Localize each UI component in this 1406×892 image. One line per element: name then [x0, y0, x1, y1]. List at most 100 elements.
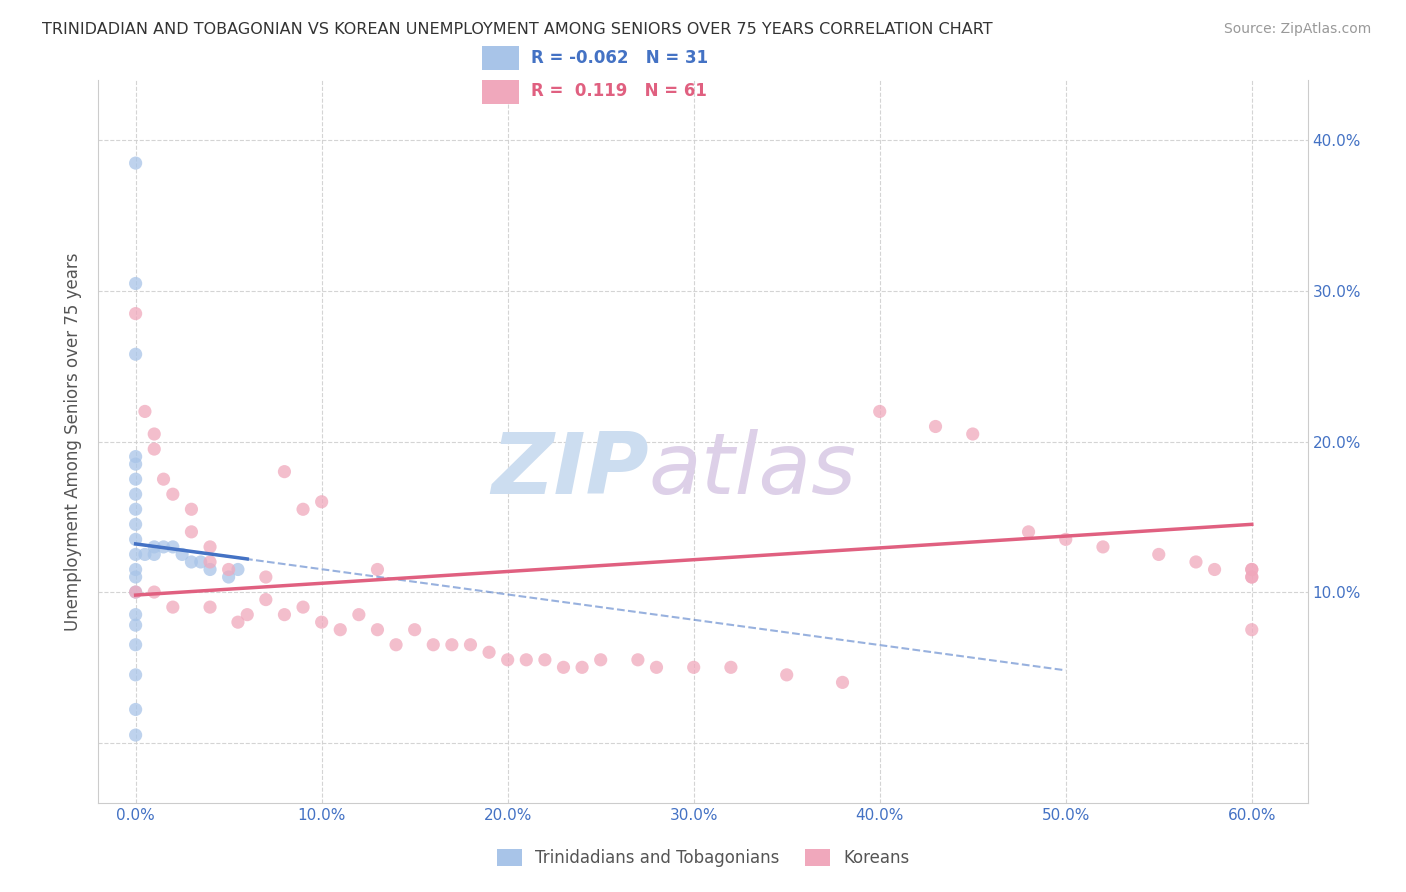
Point — [124, 307, 146, 321]
Point — [124, 668, 146, 682]
Text: TRINIDADIAN AND TOBAGONIAN VS KOREAN UNEMPLOYMENT AMONG SENIORS OVER 75 YEARS CO: TRINIDADIAN AND TOBAGONIAN VS KOREAN UNE… — [42, 22, 993, 37]
Point — [627, 653, 650, 667]
Point — [124, 618, 146, 632]
Point — [124, 585, 146, 599]
Point — [682, 660, 704, 674]
Point — [152, 540, 174, 554]
Point — [172, 548, 194, 562]
Point — [226, 562, 249, 576]
Point — [143, 548, 166, 562]
Point — [124, 457, 146, 471]
Point — [124, 472, 146, 486]
Point — [645, 660, 668, 674]
Point — [831, 675, 853, 690]
Point — [180, 524, 202, 539]
Legend: Trinidadians and Tobagonians, Koreans: Trinidadians and Tobagonians, Koreans — [491, 842, 915, 874]
Point — [124, 450, 146, 464]
Point — [180, 555, 202, 569]
Text: atlas: atlas — [648, 429, 856, 512]
Point — [124, 702, 146, 716]
Point — [534, 653, 557, 667]
Point — [124, 728, 146, 742]
Point — [124, 607, 146, 622]
Point — [124, 562, 146, 576]
Point — [571, 660, 593, 674]
Point — [1240, 562, 1263, 576]
Point — [124, 638, 146, 652]
Point — [311, 494, 333, 508]
Point — [162, 540, 184, 554]
Point — [134, 548, 156, 562]
Point — [143, 540, 166, 554]
Point — [218, 570, 240, 584]
Point — [776, 668, 799, 682]
Point — [1240, 562, 1263, 576]
Point — [460, 638, 482, 652]
Point — [273, 465, 295, 479]
Point — [236, 607, 259, 622]
Point — [1240, 570, 1263, 584]
Point — [124, 585, 146, 599]
Point — [124, 277, 146, 291]
Point — [134, 404, 156, 418]
Point — [254, 570, 277, 584]
Point — [198, 600, 221, 615]
Point — [190, 555, 212, 569]
Point — [962, 427, 984, 442]
Point — [254, 592, 277, 607]
Point — [1091, 540, 1114, 554]
Point — [198, 540, 221, 554]
Point — [124, 570, 146, 584]
Point — [440, 638, 463, 652]
Point — [422, 638, 444, 652]
Point — [218, 562, 240, 576]
Point — [124, 548, 146, 562]
Point — [347, 607, 370, 622]
Point — [124, 487, 146, 501]
Point — [1185, 555, 1208, 569]
Point — [720, 660, 742, 674]
Point — [553, 660, 575, 674]
Point — [366, 562, 388, 576]
Point — [924, 419, 946, 434]
Point — [124, 533, 146, 547]
Point — [385, 638, 408, 652]
Text: R =  0.119   N = 61: R = 0.119 N = 61 — [530, 82, 706, 101]
Point — [1147, 548, 1170, 562]
Point — [1054, 533, 1077, 547]
Point — [162, 487, 184, 501]
Point — [152, 472, 174, 486]
Point — [198, 555, 221, 569]
Point — [124, 502, 146, 516]
Point — [143, 585, 166, 599]
Point — [404, 623, 426, 637]
Point — [478, 645, 501, 659]
Point — [143, 427, 166, 442]
Y-axis label: Unemployment Among Seniors over 75 years: Unemployment Among Seniors over 75 years — [65, 252, 83, 631]
Point — [162, 600, 184, 615]
Point — [1018, 524, 1040, 539]
Point — [198, 562, 221, 576]
Point — [292, 600, 315, 615]
Point — [329, 623, 352, 637]
Text: R = -0.062   N = 31: R = -0.062 N = 31 — [530, 49, 707, 67]
Point — [124, 517, 146, 532]
Point — [124, 347, 146, 361]
Point — [1240, 570, 1263, 584]
Bar — [482, 80, 519, 104]
Point — [226, 615, 249, 630]
Point — [143, 442, 166, 456]
Point — [589, 653, 612, 667]
Point — [273, 607, 295, 622]
Point — [180, 502, 202, 516]
Text: ZIP: ZIP — [491, 429, 648, 512]
Point — [496, 653, 519, 667]
Point — [1240, 623, 1263, 637]
Point — [515, 653, 537, 667]
Bar — [482, 45, 519, 70]
Point — [311, 615, 333, 630]
Point — [869, 404, 891, 418]
Point — [1204, 562, 1226, 576]
Point — [124, 156, 146, 170]
Point — [366, 623, 388, 637]
